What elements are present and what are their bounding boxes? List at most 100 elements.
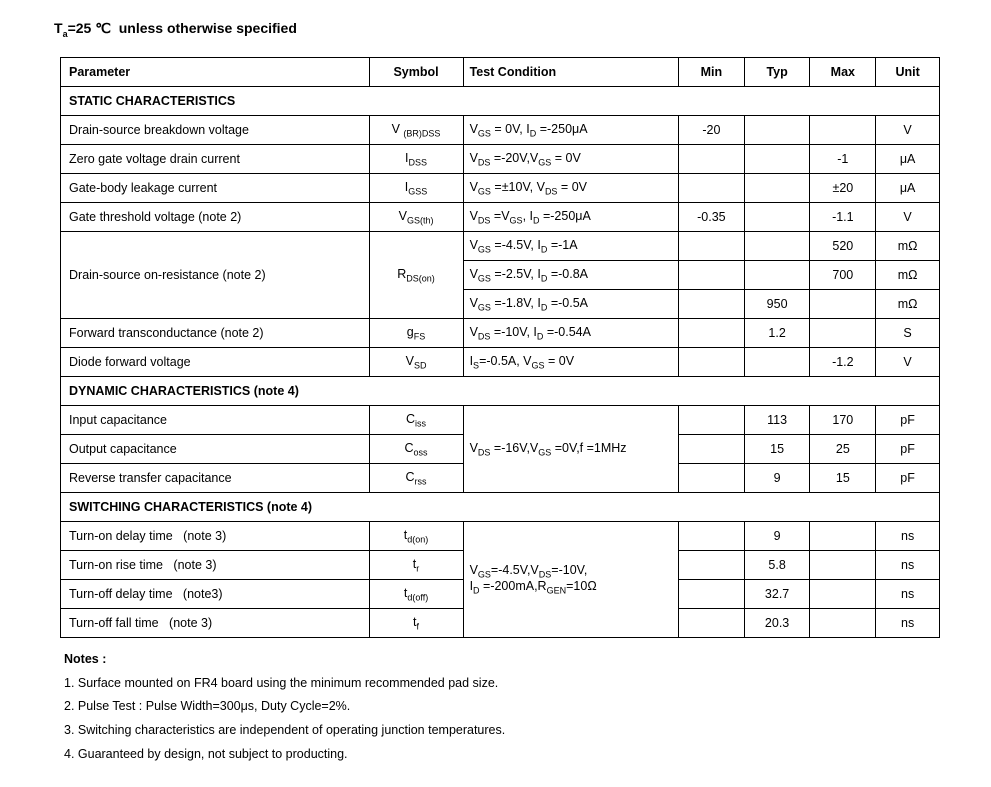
cell-condition: VGS =-4.5V, ID =-1A bbox=[463, 231, 678, 260]
cell-unit: mΩ bbox=[876, 289, 940, 318]
cell-typ bbox=[744, 202, 810, 231]
cell-min: -20 bbox=[679, 115, 745, 144]
cell-typ: 113 bbox=[744, 405, 810, 434]
header-max: Max bbox=[810, 57, 876, 86]
cell-unit: pF bbox=[876, 434, 940, 463]
cell-min bbox=[679, 550, 745, 579]
cell-max: 25 bbox=[810, 434, 876, 463]
section-header-row: STATIC CHARACTERISTICS bbox=[61, 86, 940, 115]
cell-symbol: td(on) bbox=[369, 521, 463, 550]
cell-max bbox=[810, 608, 876, 637]
cell-unit: V bbox=[876, 347, 940, 376]
cell-unit: μA bbox=[876, 173, 940, 202]
header-condition: Test Condition bbox=[463, 57, 678, 86]
cell-min bbox=[679, 463, 745, 492]
cell-max: 700 bbox=[810, 260, 876, 289]
cell-typ bbox=[744, 260, 810, 289]
cell-unit: ns bbox=[876, 521, 940, 550]
cell-max bbox=[810, 579, 876, 608]
cell-symbol: Ciss bbox=[369, 405, 463, 434]
section-title: STATIC CHARACTERISTICS bbox=[61, 86, 940, 115]
cell-typ bbox=[744, 347, 810, 376]
cell-typ: 20.3 bbox=[744, 608, 810, 637]
cell-symbol: IGSS bbox=[369, 173, 463, 202]
cell-symbol: Coss bbox=[369, 434, 463, 463]
cell-condition: VDS =-20V,VGS = 0V bbox=[463, 144, 678, 173]
cell-typ: 1.2 bbox=[744, 318, 810, 347]
cell-symbol: VSD bbox=[369, 347, 463, 376]
cell-unit: S bbox=[876, 318, 940, 347]
cell-min: -0.35 bbox=[679, 202, 745, 231]
cell-min bbox=[679, 434, 745, 463]
page-title: Ta=25 ℃ unless otherwise specified bbox=[54, 20, 941, 39]
table-row: Gate-body leakage currentIGSSVGS =±10V, … bbox=[61, 173, 940, 202]
table-row: Turn-on delay time (note 3)td(on)VGS=-4.… bbox=[61, 521, 940, 550]
cell-unit: mΩ bbox=[876, 231, 940, 260]
cell-unit: V bbox=[876, 202, 940, 231]
table-row: Gate threshold voltage (note 2)VGS(th)VD… bbox=[61, 202, 940, 231]
cell-unit: V bbox=[876, 115, 940, 144]
cell-min bbox=[679, 173, 745, 202]
cell-max bbox=[810, 289, 876, 318]
cell-symbol: tr bbox=[369, 550, 463, 579]
cell-max: -1.1 bbox=[810, 202, 876, 231]
cell-max: -1 bbox=[810, 144, 876, 173]
header-min: Min bbox=[679, 57, 745, 86]
cell-condition: VGS =-1.8V, ID =-0.5A bbox=[463, 289, 678, 318]
note-line: 2. Pulse Test : Pulse Width=300μs, Duty … bbox=[64, 695, 941, 719]
table-row: Drain-source breakdown voltageV (BR)DSSV… bbox=[61, 115, 940, 144]
cell-typ: 15 bbox=[744, 434, 810, 463]
cell-symbol: gFS bbox=[369, 318, 463, 347]
cell-condition: VGS = 0V, ID =-250μA bbox=[463, 115, 678, 144]
table-row: Input capacitanceCissVDS =-16V,VGS =0V,f… bbox=[61, 405, 940, 434]
note-line: 4. Guaranteed by design, not subject to … bbox=[64, 743, 941, 767]
section-header-row: SWITCHING CHARACTERISTICS (note 4) bbox=[61, 492, 940, 521]
cell-typ: 32.7 bbox=[744, 579, 810, 608]
cell-min bbox=[679, 260, 745, 289]
cell-parameter: Drain-source breakdown voltage bbox=[61, 115, 370, 144]
cell-min bbox=[679, 144, 745, 173]
cell-min bbox=[679, 289, 745, 318]
cell-max bbox=[810, 521, 876, 550]
cell-symbol: IDSS bbox=[369, 144, 463, 173]
table-row: Drain-source on-resistance (note 2)RDS(o… bbox=[61, 231, 940, 260]
cell-typ: 9 bbox=[744, 463, 810, 492]
cell-unit: pF bbox=[876, 405, 940, 434]
cell-max bbox=[810, 318, 876, 347]
cell-condition: VDS =-10V, ID =-0.54A bbox=[463, 318, 678, 347]
cell-condition: IS=-0.5A, VGS = 0V bbox=[463, 347, 678, 376]
header-typ: Typ bbox=[744, 57, 810, 86]
cell-min bbox=[679, 347, 745, 376]
cell-parameter: Reverse transfer capacitance bbox=[61, 463, 370, 492]
cell-condition: VDS =-16V,VGS =0V,f =1MHz bbox=[463, 405, 678, 492]
cell-min bbox=[679, 608, 745, 637]
cell-symbol: VGS(th) bbox=[369, 202, 463, 231]
cell-unit: ns bbox=[876, 579, 940, 608]
cell-symbol: tf bbox=[369, 608, 463, 637]
cell-parameter: Turn-off fall time (note 3) bbox=[61, 608, 370, 637]
cell-min bbox=[679, 318, 745, 347]
cell-condition: VGS =-2.5V, ID =-0.8A bbox=[463, 260, 678, 289]
cell-max: 520 bbox=[810, 231, 876, 260]
cell-min bbox=[679, 231, 745, 260]
header-parameter: Parameter bbox=[61, 57, 370, 86]
cell-max: 170 bbox=[810, 405, 876, 434]
cell-unit: mΩ bbox=[876, 260, 940, 289]
table-row: Zero gate voltage drain currentIDSSVDS =… bbox=[61, 144, 940, 173]
cell-typ bbox=[744, 115, 810, 144]
header-row: Parameter Symbol Test Condition Min Typ … bbox=[61, 57, 940, 86]
header-unit: Unit bbox=[876, 57, 940, 86]
cell-typ bbox=[744, 144, 810, 173]
cell-symbol: V (BR)DSS bbox=[369, 115, 463, 144]
notes-title: Notes : bbox=[64, 648, 941, 672]
section-title: DYNAMIC CHARACTERISTICS (note 4) bbox=[61, 376, 940, 405]
cell-unit: ns bbox=[876, 608, 940, 637]
cell-typ: 5.8 bbox=[744, 550, 810, 579]
notes-block: Notes : 1. Surface mounted on FR4 board … bbox=[64, 648, 941, 767]
cell-min bbox=[679, 405, 745, 434]
cell-parameter: Output capacitance bbox=[61, 434, 370, 463]
cell-symbol: RDS(on) bbox=[369, 231, 463, 318]
cell-parameter: Turn-on delay time (note 3) bbox=[61, 521, 370, 550]
cell-min bbox=[679, 521, 745, 550]
cell-parameter: Diode forward voltage bbox=[61, 347, 370, 376]
